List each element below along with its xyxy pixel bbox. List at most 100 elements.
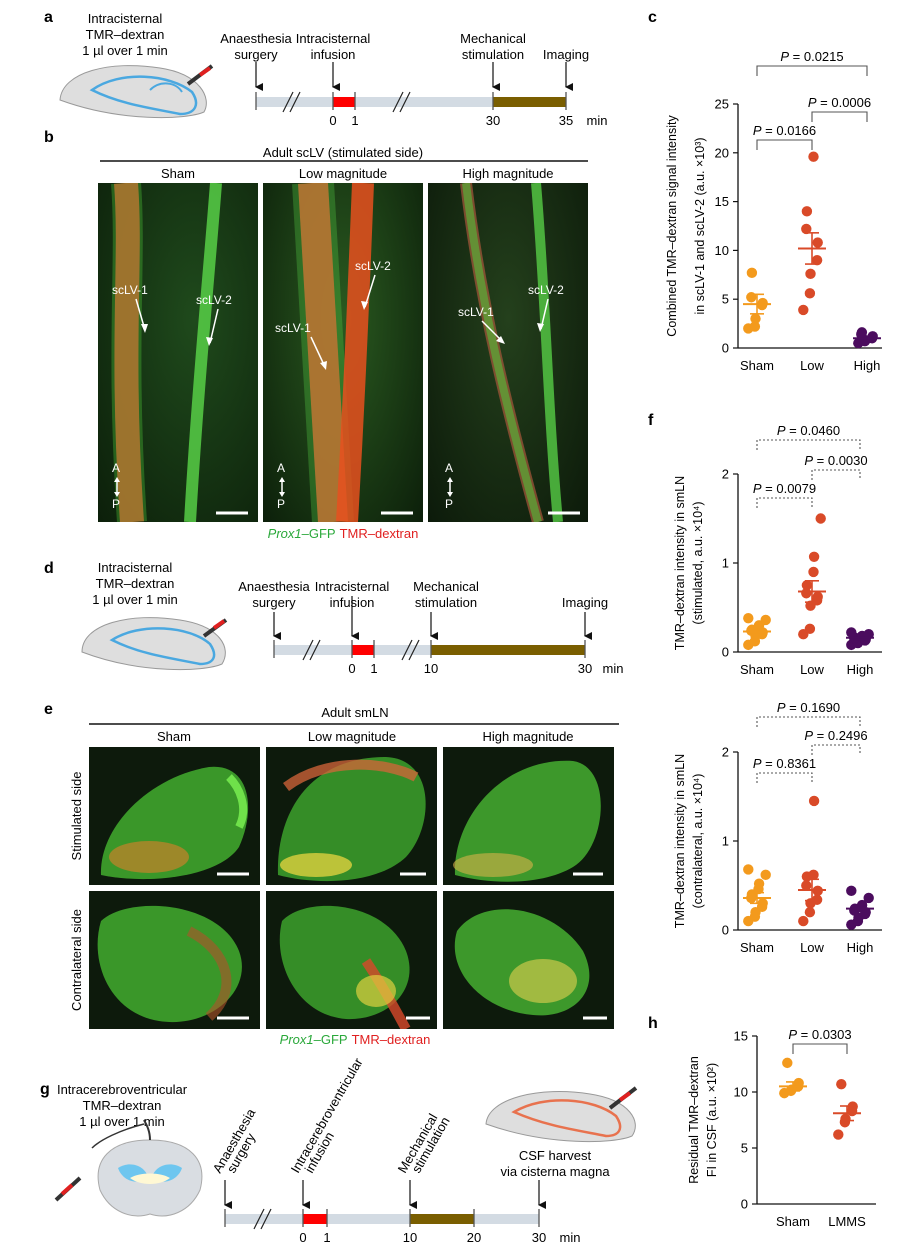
panel-e-legend: Prox1–GFP TMR–dextran <box>280 1032 431 1047</box>
y-tick-label-h: 10 <box>734 1085 748 1100</box>
p-value-label-c: P = 0.0215 <box>780 49 843 64</box>
data-point-f1 <box>801 580 813 591</box>
scLV-1-label: scLV-1 <box>458 305 494 319</box>
tick-0: 0 <box>329 113 336 128</box>
panel-label-b: b <box>44 129 54 146</box>
data-point-c <box>856 327 868 338</box>
significance-bracket-f1 <box>756 439 861 450</box>
data-point-c <box>808 151 819 162</box>
data-point-h <box>836 1078 847 1090</box>
y-tick-label-c: 20 <box>715 145 729 160</box>
tick-1: 1 <box>370 661 377 676</box>
y-tick-label-f2: 2 <box>722 745 729 760</box>
step-stimulation: stimulation <box>462 47 524 62</box>
data-point-f2 <box>808 795 820 807</box>
y-axis-label-f1: TMR–dextran intensity in smLN <box>673 476 687 650</box>
column-high: High magnitude <box>482 729 573 744</box>
data-point-f2 <box>863 892 874 904</box>
y-tick-label-c: 5 <box>722 292 729 307</box>
category-label-f1: High <box>847 662 874 677</box>
y-tick-label-c: 10 <box>715 243 729 258</box>
y-tick-label-c: 0 <box>722 341 729 356</box>
p-value-label-f1: P = 0.0079 <box>753 481 816 496</box>
step-mechanical: Mechanical <box>413 579 479 594</box>
p-symbol: P <box>753 756 762 771</box>
mouse-head-illustration-d <box>81 617 228 671</box>
data-point-c <box>811 254 823 266</box>
tick-30: 30 <box>486 113 500 128</box>
axis-p-label: P <box>112 497 121 511</box>
step-intracisternal: Intracisternal <box>315 579 390 594</box>
step-imaging: Imaging <box>543 47 589 62</box>
panel-label-e: e <box>44 701 53 718</box>
injection-line-1: Intracisternal <box>88 11 163 26</box>
p-value: = 0.8361 <box>762 756 817 771</box>
panel-d-timeline <box>273 596 592 661</box>
tick-1: 1 <box>351 113 358 128</box>
legend-tmr: TMR–dextran <box>340 526 419 541</box>
time-unit: min <box>560 1230 581 1245</box>
panel-a-injection-text: Intracisternal TMR–dextran 1 µl over 1 m… <box>82 11 168 58</box>
p-symbol: P <box>753 123 762 138</box>
injection-line-3: 1 µl over 1 min <box>82 43 168 58</box>
data-point-h <box>833 1129 844 1140</box>
injection-line-2: TMR–dextran <box>86 27 165 42</box>
data-point-f1 <box>815 513 826 524</box>
significance-bracket-f2 <box>756 772 813 783</box>
y-tick-label-f2: 0 <box>722 923 729 938</box>
category-label-f2: Low <box>800 940 824 955</box>
scLV-image-low: scLV-2 scLV-1 A P <box>263 183 423 522</box>
scLV-sham-vessels <box>111 183 222 522</box>
p-value: = 0.0303 <box>797 1027 852 1042</box>
scLV-high-vessels <box>460 183 563 522</box>
data-point-f1 <box>804 623 816 635</box>
data-point-f1 <box>846 627 857 638</box>
legend-prox1: Prox1 <box>268 526 302 541</box>
panel-a-timeline <box>255 62 573 113</box>
panel-g-injection-text: Intracerebroventricular TMR–dextran 1 µl… <box>57 1082 188 1129</box>
p-value-label-f2: P = 0.1690 <box>777 700 840 715</box>
category-label-c: Low <box>800 358 824 373</box>
category-label-h: Sham <box>776 1214 810 1229</box>
y-tick-label-h: 15 <box>734 1029 748 1044</box>
mouse-head-illustration-g <box>485 1086 638 1143</box>
p-value: = 0.1690 <box>786 700 841 715</box>
data-point-c <box>812 237 823 248</box>
significance-bracket-h <box>792 1043 848 1054</box>
category-label-f1: Sham <box>740 662 774 677</box>
data-point-h <box>782 1057 793 1069</box>
injection-line-2: TMR–dextran <box>96 576 175 591</box>
smLN-contra-high <box>443 891 614 1029</box>
y-tick-label-h: 0 <box>741 1197 748 1212</box>
column-low: Low magnitude <box>308 729 396 744</box>
scLV-low-arrows <box>279 274 413 515</box>
y-tick-label-f1: 0 <box>722 645 729 660</box>
axis-a-label: A <box>112 461 121 475</box>
axis-a-label: A <box>277 461 286 475</box>
significance-bracket-f1 <box>811 469 861 480</box>
p-symbol: P <box>804 453 813 468</box>
column-sham: Sham <box>157 729 191 744</box>
y-axis-label-c: in scLV-1 and scLV-2 (a.u. ×10³) <box>693 137 707 314</box>
category-label-c: High <box>854 358 881 373</box>
data-point-f2 <box>743 864 754 875</box>
panel-g-ticks: 0 1 10 20 30 min <box>299 1230 580 1245</box>
data-point-f1 <box>760 614 771 626</box>
step-mechanical: Mechanical <box>460 31 526 46</box>
tick-30: 30 <box>532 1230 546 1245</box>
row-stimulated-side: Stimulated side <box>69 772 84 861</box>
legend-gfp: –GFP <box>302 526 336 541</box>
smLN-node-shape <box>454 909 607 1020</box>
data-point-f2 <box>811 894 823 905</box>
smLN-contra-sham <box>89 891 260 1029</box>
y-axis-label-c: Combined TMR–dextran signal intensity <box>665 115 679 337</box>
data-point-f1 <box>808 566 819 578</box>
data-point-c <box>804 288 816 299</box>
p-value: = 0.2496 <box>813 728 868 743</box>
smLN-node-shape <box>453 760 603 882</box>
p-symbol: P <box>777 423 786 438</box>
p-symbol: P <box>808 95 817 110</box>
panel-a-step-labels: Anaesthesia surgery Intracisternal infus… <box>220 31 607 128</box>
